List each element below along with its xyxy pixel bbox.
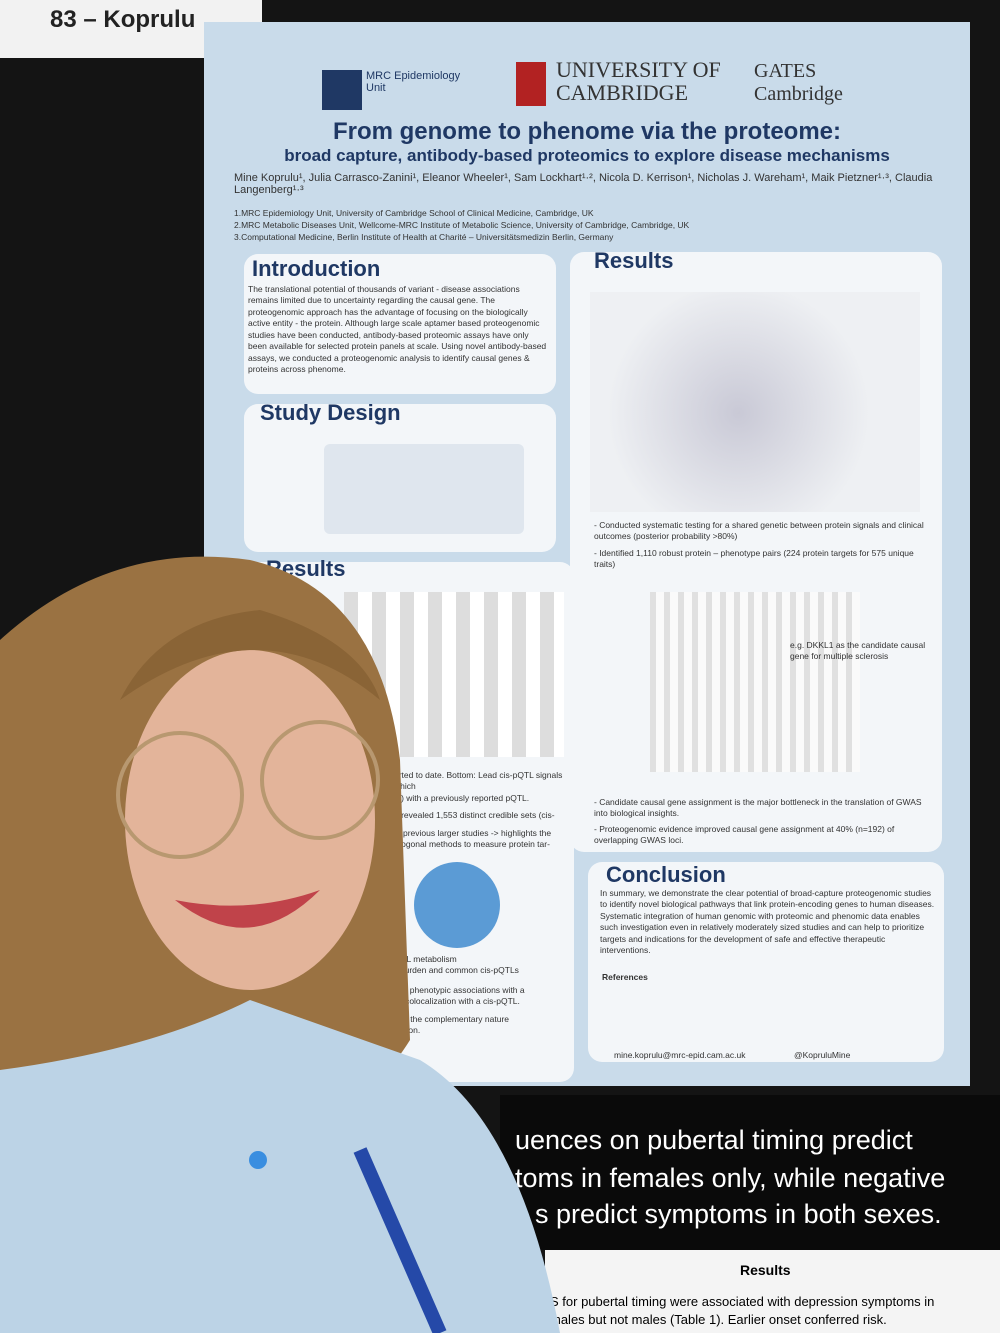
glasses: [116, 731, 244, 859]
gene-figure: [650, 592, 860, 772]
affiliation: 2.MRC Metabolic Diseases Unit, Wellcome-…: [234, 220, 690, 230]
line: orted to date. Bottom: Lead cis-pQTL sig…: [394, 770, 563, 792]
network-figure: [590, 292, 920, 512]
affiliation: 1.MRC Epidemiology Unit, University of C…: [234, 208, 594, 218]
hair: [120, 610, 380, 700]
intro-text: The translational potential of thousands…: [248, 284, 547, 375]
line: tatistical colocalization with a cis-pQT…: [372, 996, 520, 1007]
text: males but not males (Table 1). Earlier o…: [550, 1312, 887, 1327]
next-poster-text: uences on pubertal timing predict: [515, 1125, 913, 1155]
next-poster-lower: Results S for pubertal timing were assoc…: [545, 1250, 1000, 1333]
intro-panel: Introduction The translational potential…: [244, 254, 556, 394]
bullet: - Candidate causal gene assignment is th…: [594, 797, 922, 819]
sign-text: 83 – Koprulu: [50, 6, 196, 33]
lanyard: [353, 1147, 447, 1333]
face: [125, 650, 375, 990]
conclusion-panel: Conclusion In summary, we demonstrate th…: [588, 862, 944, 1062]
logo-text: UNIVERSITY OF CAMBRIDGE: [556, 57, 721, 106]
poster: MRC Epidemiology Unit UNIVERSITY OF CAMB…: [204, 22, 970, 1086]
conclusion-text: In summary, we demonstrate the clear pot…: [600, 888, 935, 956]
email: mine.koprulu@mrc-epid.cam.ac.uk: [614, 1050, 746, 1060]
twitter: @KopruluMine: [794, 1050, 851, 1060]
authors: Mine Koprulu¹, Julia Carrasco-Zanini¹, E…: [234, 172, 933, 196]
mouth: [175, 890, 320, 928]
results-right-panel: Results - Conducted systematic testing f…: [570, 248, 942, 852]
line: 4 and LDL metabolism: [372, 954, 457, 964]
heading: Introduction: [252, 256, 381, 281]
glasses: [260, 720, 380, 840]
bullet: - Conducted systematic testing for a sha…: [594, 520, 924, 542]
venn-circle: [414, 862, 500, 948]
note: e.g. DKKL1 as the candidate causal gene …: [790, 640, 926, 662]
ukri-logo: [322, 70, 362, 110]
next-poster-text: s predict symptoms in both sexes.: [535, 1199, 942, 1229]
bullet: - Identified 1,110 robust protein – phen…: [594, 548, 914, 570]
heading: Conclusion: [606, 862, 726, 887]
results-text: orted to date. Bottom: Lead cis-pQTL sig…: [394, 770, 574, 851]
heading: Results: [594, 248, 674, 273]
next-poster: uences on pubertal timing predict toms i…: [500, 1095, 1000, 1250]
next-poster-text: toms in females only, while negative: [515, 1163, 946, 1193]
references: References: [602, 972, 648, 982]
design-diagram: [324, 444, 524, 534]
line: in previous larger studies -> highlights…: [394, 827, 552, 838]
logo-text: MRC Epidemiology Unit: [366, 70, 461, 94]
poster-subtitle: broad capture, antibody-based proteomics…: [284, 146, 890, 165]
line: .5) with a previously reported pQTL.: [394, 792, 530, 803]
line: variant burden and common cis-pQTLs: [372, 965, 519, 976]
text: S for pubertal timing were associated wi…: [550, 1294, 935, 1309]
heading: Study Design: [260, 400, 401, 425]
heading: Results: [740, 1262, 791, 1278]
poster-title: From genome to phenome via the proteome:: [332, 118, 842, 145]
cambridge-crest: [516, 62, 546, 106]
bullet: - Proteogenomic evidence improved causal…: [594, 824, 895, 846]
line: dence for phenotypic associations with a: [372, 984, 525, 995]
line: thogonal methods to measure protein tar-: [394, 839, 550, 850]
affiliation: 3.Computational Medicine, Berlin Institu…: [234, 232, 614, 242]
shirt: [0, 1000, 560, 1333]
line: highlights the complementary nature: [372, 1013, 510, 1024]
design-panel: Study Design: [244, 400, 556, 552]
line: g revealed 1,553 distinct credible sets …: [394, 810, 555, 821]
logo-text: GATES Cambridge: [754, 60, 843, 105]
necklace: [249, 1151, 267, 1169]
